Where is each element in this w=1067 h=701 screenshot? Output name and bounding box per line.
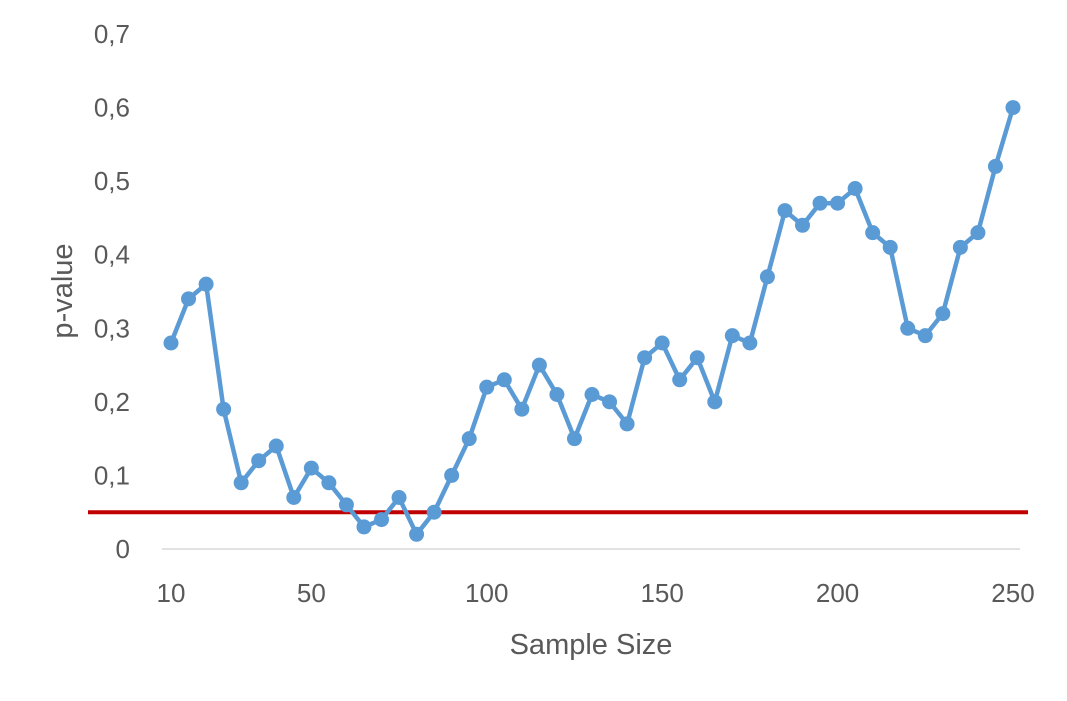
data-point (759, 269, 775, 285)
data-point (970, 225, 986, 241)
data-point (865, 225, 881, 241)
data-point (566, 431, 582, 447)
data-point (637, 350, 653, 366)
y-tick-label: 0,7 (94, 19, 130, 49)
data-point (987, 158, 1003, 174)
data-point (917, 328, 933, 344)
data-point (181, 291, 197, 307)
data-point (321, 475, 337, 491)
data-point (672, 372, 688, 388)
y-tick-label: 0 (116, 534, 130, 564)
data-point (268, 438, 284, 454)
data-point (461, 431, 477, 447)
data-point (847, 181, 863, 196)
data-point (602, 394, 618, 410)
data-point (338, 497, 354, 513)
data-point (303, 460, 319, 476)
y-axis-ticks: 0 0,1 0,2 0,3 0,4 0,5 0,6 0,7 (94, 19, 130, 564)
data-point (795, 217, 810, 233)
y-tick-label: 0,5 (94, 166, 130, 196)
data-point (356, 519, 372, 535)
data-point (374, 512, 389, 528)
data-point (531, 357, 547, 373)
y-tick-label: 0,6 (94, 93, 130, 123)
data-point (689, 350, 705, 366)
x-tick-label: 200 (816, 578, 859, 608)
y-tick-label: 0,4 (94, 240, 130, 270)
data-point (198, 276, 214, 292)
x-tick-label: 10 (157, 578, 186, 608)
data-point (654, 335, 670, 351)
data-point (251, 453, 267, 469)
series-line (168, 105, 1016, 537)
data-point (426, 504, 442, 520)
x-tick-label: 50 (297, 578, 326, 608)
data-point (777, 203, 793, 219)
data-point (286, 490, 302, 505)
data-point (812, 195, 828, 211)
data-point (409, 526, 425, 542)
data-point (830, 195, 846, 211)
data-point (496, 372, 512, 388)
data-point (216, 401, 232, 417)
series-layer (163, 100, 1021, 542)
x-tick-label: 150 (640, 578, 683, 608)
data-point (935, 306, 951, 322)
y-tick-label: 0,1 (94, 460, 130, 490)
data-point (391, 490, 407, 505)
x-axis-ticks: 10 50 100 150 200 250 (157, 578, 1035, 608)
data-point (444, 467, 460, 483)
data-point (900, 320, 916, 336)
y-tick-label: 0,2 (94, 387, 130, 417)
y-tick-label: 0,3 (94, 313, 130, 343)
data-point (584, 387, 600, 402)
data-point (1005, 100, 1021, 116)
x-tick-label: 100 (465, 578, 508, 608)
y-axis-title: p-value (47, 243, 79, 338)
x-tick-label: 250 (991, 578, 1034, 608)
data-point (479, 379, 495, 395)
data-point (619, 416, 635, 432)
data-point (233, 475, 249, 491)
data-point (514, 401, 530, 417)
data-point (707, 394, 723, 410)
data-point (742, 335, 758, 351)
data-point (882, 239, 898, 255)
data-point (549, 387, 565, 402)
x-axis-title: Sample Size (510, 629, 673, 661)
data-point (952, 239, 968, 255)
data-point (724, 328, 740, 344)
data-point (163, 335, 179, 351)
